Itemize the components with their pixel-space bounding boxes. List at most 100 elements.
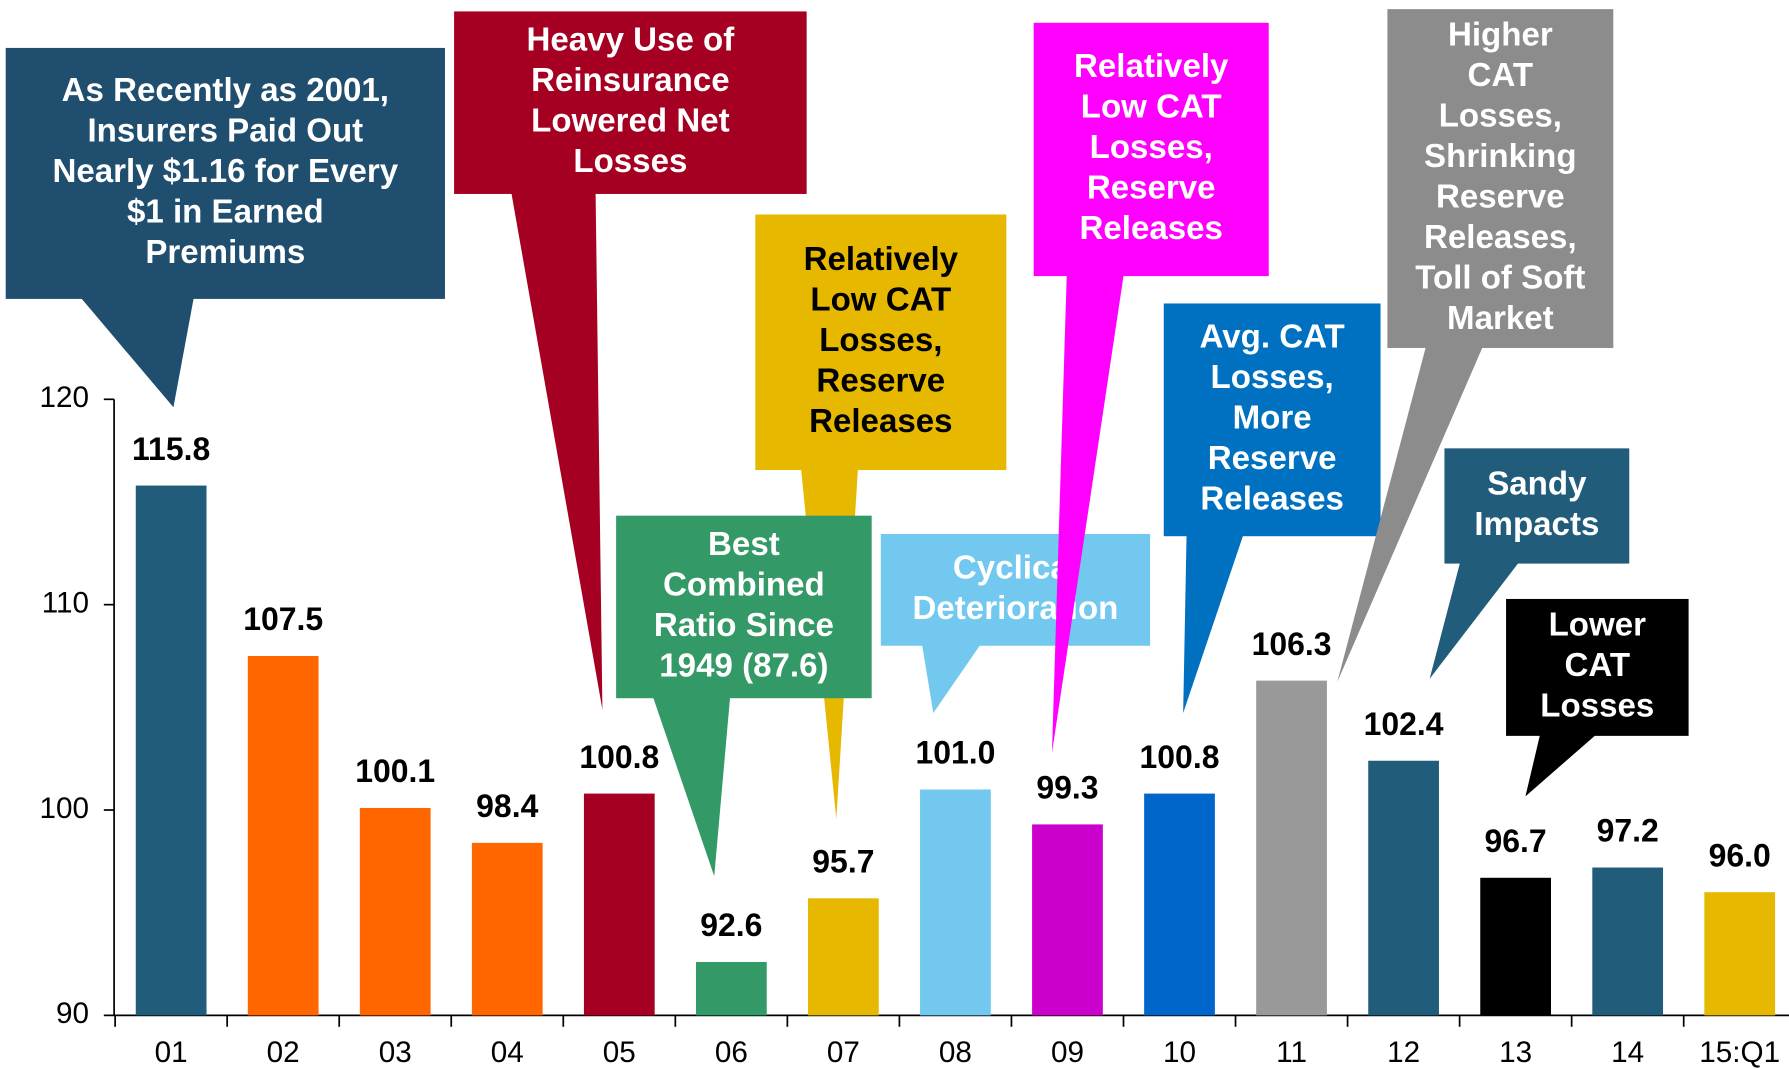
value-label: 100.1 [355,753,435,789]
x-tick-label: 14 [1611,1036,1644,1069]
callout-text: Heavy Use of [526,22,735,59]
callout-pointer [1051,273,1124,753]
bar [1144,793,1215,1016]
bar [583,793,655,1016]
bar [1592,867,1664,1016]
callout-text: 1949 (87.6) [659,647,828,684]
callout-text: Low CAT [1081,89,1222,126]
callout-text: Losses [1540,688,1654,725]
callout-box [755,214,1007,471]
callout-pointer [652,695,731,877]
callout-box [1444,448,1630,564]
callout-text: Losses, [1439,98,1562,135]
value-label: 96.7 [1485,823,1547,859]
value-label: 107.5 [243,601,323,637]
value-label: 95.7 [812,844,874,880]
callout-text: As Recently as 2001, [62,72,389,109]
value-label: 101.0 [915,735,995,771]
callout-text: Best [708,526,780,563]
callout-text: Toll of Soft [1415,260,1585,297]
callout-box [1506,598,1689,736]
callout-text: $1 in Earned [127,194,324,231]
callout-text: Releases [809,403,952,440]
value-label: 99.3 [1036,770,1098,806]
y-tick-label: 100 [40,792,89,825]
x-tick-label: 05 [603,1036,636,1069]
callout-box [616,515,872,699]
callout-text: Reinsurance [531,62,730,99]
callout-text: Losses, [1090,129,1213,166]
callout-text: Shrinking [1424,138,1577,175]
bar [808,898,879,1016]
x-tick-label: 13 [1499,1036,1532,1069]
callout-text: Nearly $1.16 for Every [52,153,398,190]
callout-text: Losses, [1211,359,1334,396]
callout-text: Releases, [1424,219,1577,256]
callout-text: Premiums [145,234,305,271]
bar [1480,877,1551,1016]
y-tick-label: 120 [40,381,89,414]
bar [1368,760,1439,1016]
callout-box [5,47,445,299]
bar [1256,680,1327,1016]
bar [920,789,991,1016]
value-label: 98.4 [476,788,538,824]
callout-text: More [1233,400,1312,437]
callout-pointer [79,296,194,408]
x-tick-label: 03 [379,1036,412,1069]
value-label: 100.8 [1140,739,1220,775]
callout-pointer [1525,733,1598,797]
callout-box [880,533,1151,646]
value-label: 100.8 [579,739,659,775]
callout-text: Reserve [1436,179,1565,216]
y-tick-label: 110 [42,586,89,619]
callout-text: Relatively [1074,48,1229,85]
callout-text: Losses [573,143,687,180]
callout-text: Lower [1549,607,1647,644]
x-tick-label: 04 [491,1036,524,1069]
value-label: 102.4 [1364,706,1444,742]
x-tick-label: 12 [1387,1036,1420,1069]
callout-text: CAT [1468,57,1534,94]
callout-text: Low CAT [810,281,951,318]
callout-text: Relatively [804,241,959,278]
bar [247,656,319,1016]
callout-text: CAT [1565,647,1631,684]
callout-text: Reserve [816,362,945,399]
x-tick-label: 02 [267,1036,300,1069]
callout-text: Impacts [1474,506,1599,543]
bar [695,961,767,1016]
bar [471,842,543,1016]
x-tick-label: 15:Q1 [1699,1036,1780,1069]
callout-text: Cyclical [953,549,1078,586]
value-label: 92.6 [700,907,762,943]
callout-pointer [1183,533,1244,714]
value-label: 96.0 [1709,837,1771,873]
bar [359,807,431,1016]
callout-pointer [921,643,982,714]
callout-text: Market [1447,300,1554,337]
value-label: 115.8 [132,431,210,467]
callout-text: Reserve [1208,440,1337,477]
callout-pointer [1429,561,1520,679]
callout-box [454,11,807,194]
x-tick-label: 07 [827,1036,860,1069]
x-tick-label: 09 [1051,1036,1084,1069]
x-tick-label: 10 [1163,1036,1196,1069]
callout-box [1163,303,1381,537]
callout-text: Reserve [1087,170,1216,207]
callout-box [1033,22,1269,277]
callout-text: Deterioration [913,590,1119,627]
value-label: 97.2 [1597,813,1659,849]
callout-text: Lowered Net [531,103,730,140]
bar [1032,824,1103,1016]
callout-text: Insurers Paid Out [87,113,363,150]
callout-box [1387,9,1614,348]
y-tick-label: 90 [56,997,89,1030]
callout-text: Combined [663,566,825,603]
bar [1704,892,1776,1016]
callout-text: Losses, [819,322,942,359]
callout-text: Releases [1200,481,1343,518]
callout-text: Higher [1448,17,1553,54]
